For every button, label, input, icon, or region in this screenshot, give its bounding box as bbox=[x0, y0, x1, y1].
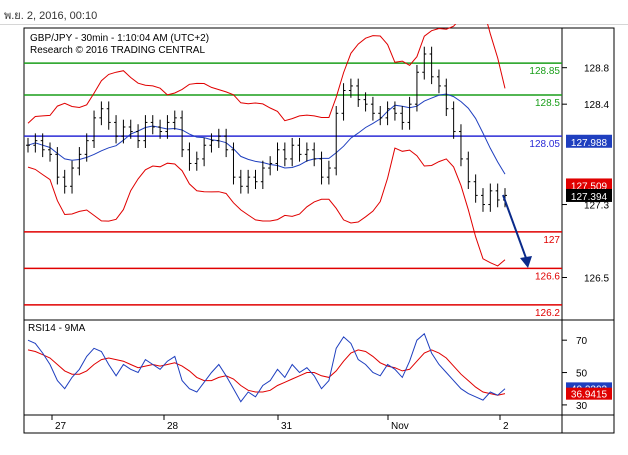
price-badge-bg bbox=[566, 188, 612, 202]
bollinger-bands bbox=[27, 24, 506, 267]
price-tick-label: 126.5 bbox=[584, 274, 609, 285]
rsi-lines bbox=[27, 332, 506, 403]
chart-title: GBP/JPY - 30min - 1:10:04 AM (UTC+2) bbox=[30, 33, 209, 44]
price-badge-text: 127.988 bbox=[571, 138, 608, 149]
level-label: 128.5 bbox=[535, 98, 560, 109]
price-bars bbox=[26, 46, 507, 212]
rsi-ma-line bbox=[27, 349, 506, 396]
time-tick-label: 31 bbox=[281, 421, 293, 432]
divider bbox=[0, 24, 628, 25]
time-tick-label: 28 bbox=[167, 421, 179, 432]
time-tick-label: 2 bbox=[503, 421, 509, 432]
upper-band bbox=[27, 24, 506, 124]
level-label: 126.6 bbox=[535, 271, 560, 282]
level-label: 128.85 bbox=[529, 66, 560, 77]
forecast-arrow bbox=[502, 194, 532, 268]
support-resistance-levels: 128.85 128.5 128.05 127 126.6 126.2 bbox=[24, 62, 562, 319]
price-badge-bg bbox=[566, 178, 612, 192]
time-tick-label: Nov bbox=[391, 421, 409, 432]
rsi-line bbox=[27, 332, 506, 403]
rsi-tick-label: 30 bbox=[576, 401, 588, 412]
price-badge-bg bbox=[566, 134, 612, 148]
arrow-head bbox=[520, 256, 532, 268]
price-tick-label: 128.8 bbox=[584, 64, 609, 75]
price-axis-ticks: 128.8 128.4 127.3 126.5 bbox=[562, 64, 609, 285]
chart-frame: GBP/JPY - 30min - 1:10:04 AM (UTC+2) Res… bbox=[23, 24, 615, 434]
rsi-tick-label: 50 bbox=[576, 369, 588, 380]
level-label: 127 bbox=[543, 235, 560, 246]
rsi-badge-text: 36.9415 bbox=[571, 390, 608, 401]
rsi-badge-bg bbox=[566, 387, 612, 400]
level-label: 128.05 bbox=[529, 139, 560, 150]
rsi-title: RSI14 - 9MA bbox=[28, 323, 86, 334]
moving-average bbox=[27, 93, 506, 175]
price-tick-label: 127.3 bbox=[584, 201, 609, 212]
price-badge-text: 127.394 bbox=[571, 192, 608, 203]
lower-band bbox=[27, 147, 506, 267]
time-axis: 27 28 31 Nov 2 bbox=[51, 415, 509, 432]
datetime-label: พ.ย. 2, 2016, 00:10 bbox=[4, 10, 98, 22]
price-badge-text: 127.509 bbox=[571, 181, 608, 192]
arrow-shaft bbox=[502, 194, 527, 259]
rsi-axis-ticks: 70 50 30 bbox=[562, 336, 588, 412]
level-label: 126.2 bbox=[535, 308, 560, 319]
price-tick-label: 128.4 bbox=[584, 100, 609, 111]
rsi-tick-label: 70 bbox=[576, 336, 588, 347]
chart-subtitle: Research © 2016 TRADING CENTRAL bbox=[30, 45, 205, 56]
time-tick-label: 27 bbox=[55, 421, 67, 432]
chart-panel bbox=[23, 27, 615, 434]
rsi-badges: 40.220336.9415 bbox=[566, 382, 612, 401]
